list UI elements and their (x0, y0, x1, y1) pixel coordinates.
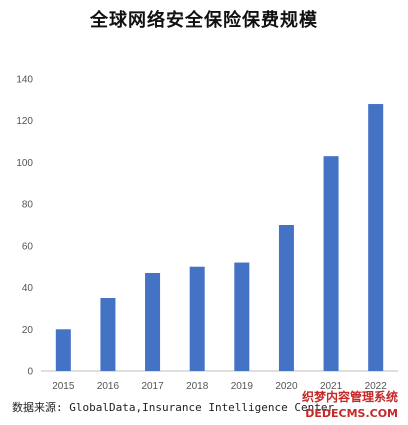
watermark: 织梦内容管理系统 DEDECMS.COM (302, 388, 398, 420)
y-tick-label: 40 (22, 283, 34, 294)
x-tick-label: 2017 (141, 381, 164, 392)
x-tick-label: 2015 (52, 381, 75, 392)
x-tick-label: 2022 (365, 381, 388, 392)
bar-2022 (368, 104, 384, 372)
chart-title: 全球网络安全保险保费规模 (90, 10, 318, 31)
y-tick-label: 0 (27, 367, 33, 378)
y-tick-label: 60 (22, 241, 34, 252)
x-axis-ticks: 2015 2016 2017 2018 2019 2020 2021 2022 (52, 381, 387, 392)
x-tick-label: 2020 (275, 381, 298, 392)
bar-2016 (100, 298, 116, 371)
bar-2017 (145, 272, 161, 371)
x-tick-label: 2018 (186, 381, 209, 392)
x-tick-label: 2016 (97, 381, 120, 392)
bars-group (55, 104, 384, 372)
y-axis-ticks: 0 20 40 60 80 100 120 140 (16, 75, 33, 378)
y-tick-label: 140 (16, 75, 33, 86)
source-note: 数据来源: GlobalData,Insurance Intelligence … (12, 401, 335, 414)
bar-2015 (55, 329, 71, 371)
bar-2020 (278, 225, 294, 371)
x-tick-label: 2021 (320, 381, 343, 392)
y-tick-label: 80 (22, 200, 34, 211)
y-tick-label: 120 (16, 116, 33, 127)
bar-2021 (323, 156, 339, 371)
x-tick-label: 2019 (231, 381, 254, 392)
watermark-line1: 织梦内容管理系统 (301, 390, 398, 404)
y-tick-label: 100 (16, 158, 33, 169)
bar-2018 (189, 266, 205, 371)
y-tick-label: 20 (22, 325, 34, 336)
bar-2019 (234, 262, 250, 371)
watermark-line2: DEDECMS.COM (305, 407, 398, 420)
